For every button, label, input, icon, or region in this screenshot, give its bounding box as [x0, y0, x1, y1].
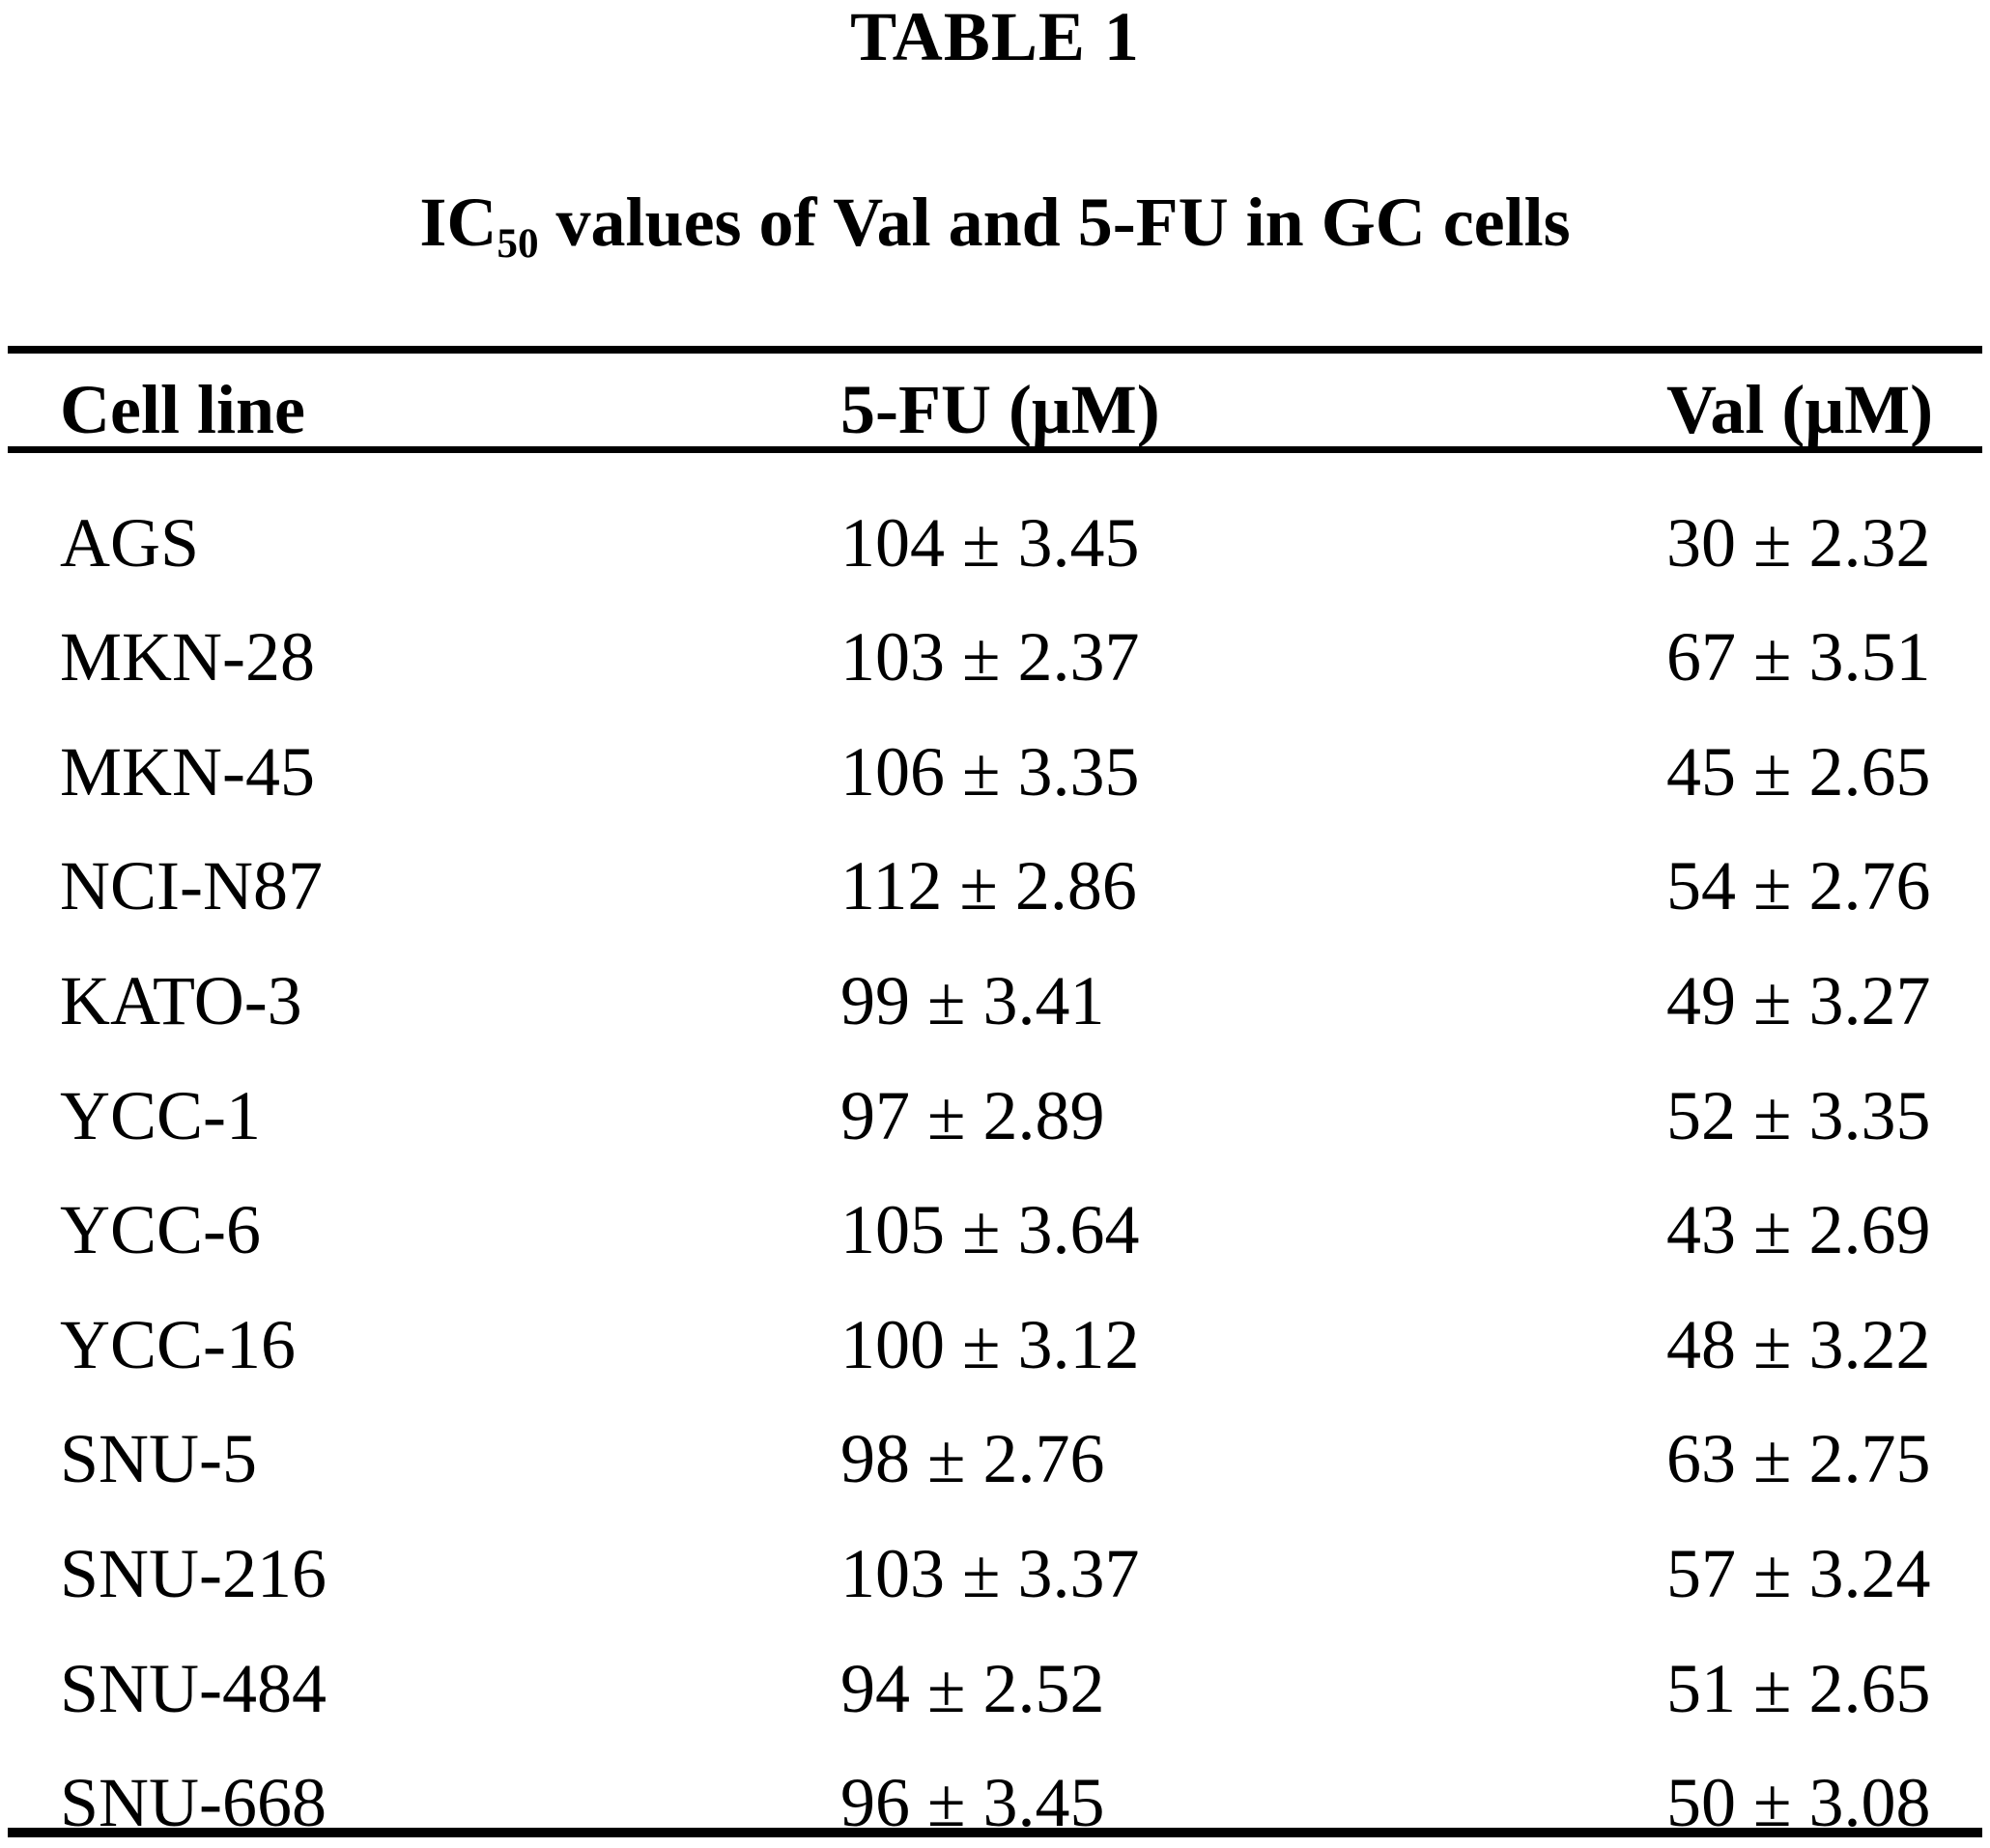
table-row: SNU-668 96 ± 3.45 50 ± 3.08 — [8, 1714, 1982, 1837]
fu-value-cell: 106 ± 3.35 — [840, 732, 1140, 810]
cell-line-cell: YCC-1 — [60, 1076, 262, 1154]
fu-value-cell: 112 ± 2.86 — [840, 847, 1137, 925]
cell-line-cell: SNU-668 — [60, 1764, 327, 1842]
fu-value-cell: 104 ± 3.45 — [840, 503, 1140, 582]
val-value-cell: 51 ± 2.65 — [1666, 1649, 1931, 1727]
table-label: TABLE 1 — [850, 0, 1140, 75]
cell-line-cell: MKN-28 — [60, 618, 315, 697]
val-value-cell: 54 ± 2.76 — [1666, 847, 1931, 925]
table-row: YCC-1 97 ± 2.89 52 ± 3.35 — [8, 1026, 1982, 1151]
val-value-cell: 48 ± 3.22 — [1666, 1305, 1931, 1383]
cell-line-cell: SNU-216 — [60, 1534, 327, 1612]
table-caption: IC50 values of Val and 5-FU in GC cells — [0, 187, 1990, 265]
fu-value-cell: 97 ± 2.89 — [840, 1076, 1105, 1154]
table-row: YCC-16 100 ± 3.12 48 ± 3.22 — [8, 1255, 1982, 1379]
cell-line-cell: YCC-16 — [60, 1305, 297, 1383]
column-header-val: Val (μM) — [1666, 371, 1934, 448]
table-row: SNU-5 98 ± 2.76 63 ± 2.75 — [8, 1370, 1982, 1493]
val-value-cell: 43 ± 2.69 — [1666, 1191, 1931, 1269]
table-row: AGS 104 ± 3.45 30 ± 2.32 — [8, 453, 1982, 578]
table-row: NCI-N87 112 ± 2.86 54 ± 2.76 — [8, 797, 1982, 921]
fu-value-cell: 103 ± 3.37 — [840, 1534, 1140, 1612]
fu-value-cell: 103 ± 2.37 — [840, 618, 1140, 697]
table-row: MKN-28 103 ± 2.37 67 ± 3.51 — [8, 568, 1982, 692]
table-row: KATO-3 99 ± 3.41 49 ± 3.27 — [8, 911, 1982, 1036]
val-value-cell: 52 ± 3.35 — [1666, 1076, 1931, 1154]
table-row: YCC-6 105 ± 3.64 43 ± 2.69 — [8, 1141, 1982, 1265]
val-value-cell: 45 ± 2.65 — [1666, 732, 1931, 810]
fu-value-cell: 99 ± 3.41 — [840, 961, 1105, 1039]
cell-line-cell: NCI-N87 — [60, 847, 323, 925]
table-row: SNU-216 103 ± 3.37 57 ± 3.24 — [8, 1484, 1982, 1608]
cell-line-cell: MKN-45 — [60, 732, 315, 810]
table-row: SNU-484 94 ± 2.52 51 ± 2.65 — [8, 1599, 1982, 1723]
cell-line-cell: KATO-3 — [60, 961, 302, 1039]
cell-line-cell: SNU-5 — [60, 1420, 258, 1498]
val-value-cell: 50 ± 3.08 — [1666, 1764, 1931, 1842]
table-body: AGS 104 ± 3.45 30 ± 2.32 MKN-28 103 ± 2.… — [8, 453, 1982, 1838]
fu-value-cell: 96 ± 3.45 — [840, 1764, 1105, 1842]
table-row: MKN-45 106 ± 3.35 45 ± 2.65 — [8, 682, 1982, 807]
val-value-cell: 49 ± 3.27 — [1666, 961, 1931, 1039]
column-header-5fu: 5-FU (μM) — [840, 371, 1160, 448]
cell-line-cell: YCC-6 — [60, 1191, 262, 1269]
column-header-cell-line: Cell line — [60, 371, 305, 448]
cell-line-cell: SNU-484 — [60, 1649, 327, 1727]
val-value-cell: 63 ± 2.75 — [1666, 1420, 1931, 1498]
val-value-cell: 67 ± 3.51 — [1666, 618, 1931, 697]
val-value-cell: 30 ± 2.32 — [1666, 503, 1931, 582]
val-value-cell: 57 ± 3.24 — [1666, 1534, 1931, 1612]
fu-value-cell: 94 ± 2.52 — [840, 1649, 1105, 1727]
fu-value-cell: 98 ± 2.76 — [840, 1420, 1105, 1498]
caption-prefix: IC — [419, 184, 498, 261]
data-table: Cell line 5-FU (μM) Val (μM) AGS 104 ± 3… — [8, 346, 1982, 1838]
cell-line-cell: AGS — [60, 503, 200, 582]
fu-value-cell: 100 ± 3.12 — [840, 1305, 1140, 1383]
caption-subscript: 50 — [497, 221, 539, 268]
fu-value-cell: 105 ± 3.64 — [840, 1191, 1140, 1269]
table-header-row: Cell line 5-FU (μM) Val (μM) — [8, 354, 1982, 453]
caption-rest: values of Val and 5-FU in GC cells — [538, 184, 1571, 261]
